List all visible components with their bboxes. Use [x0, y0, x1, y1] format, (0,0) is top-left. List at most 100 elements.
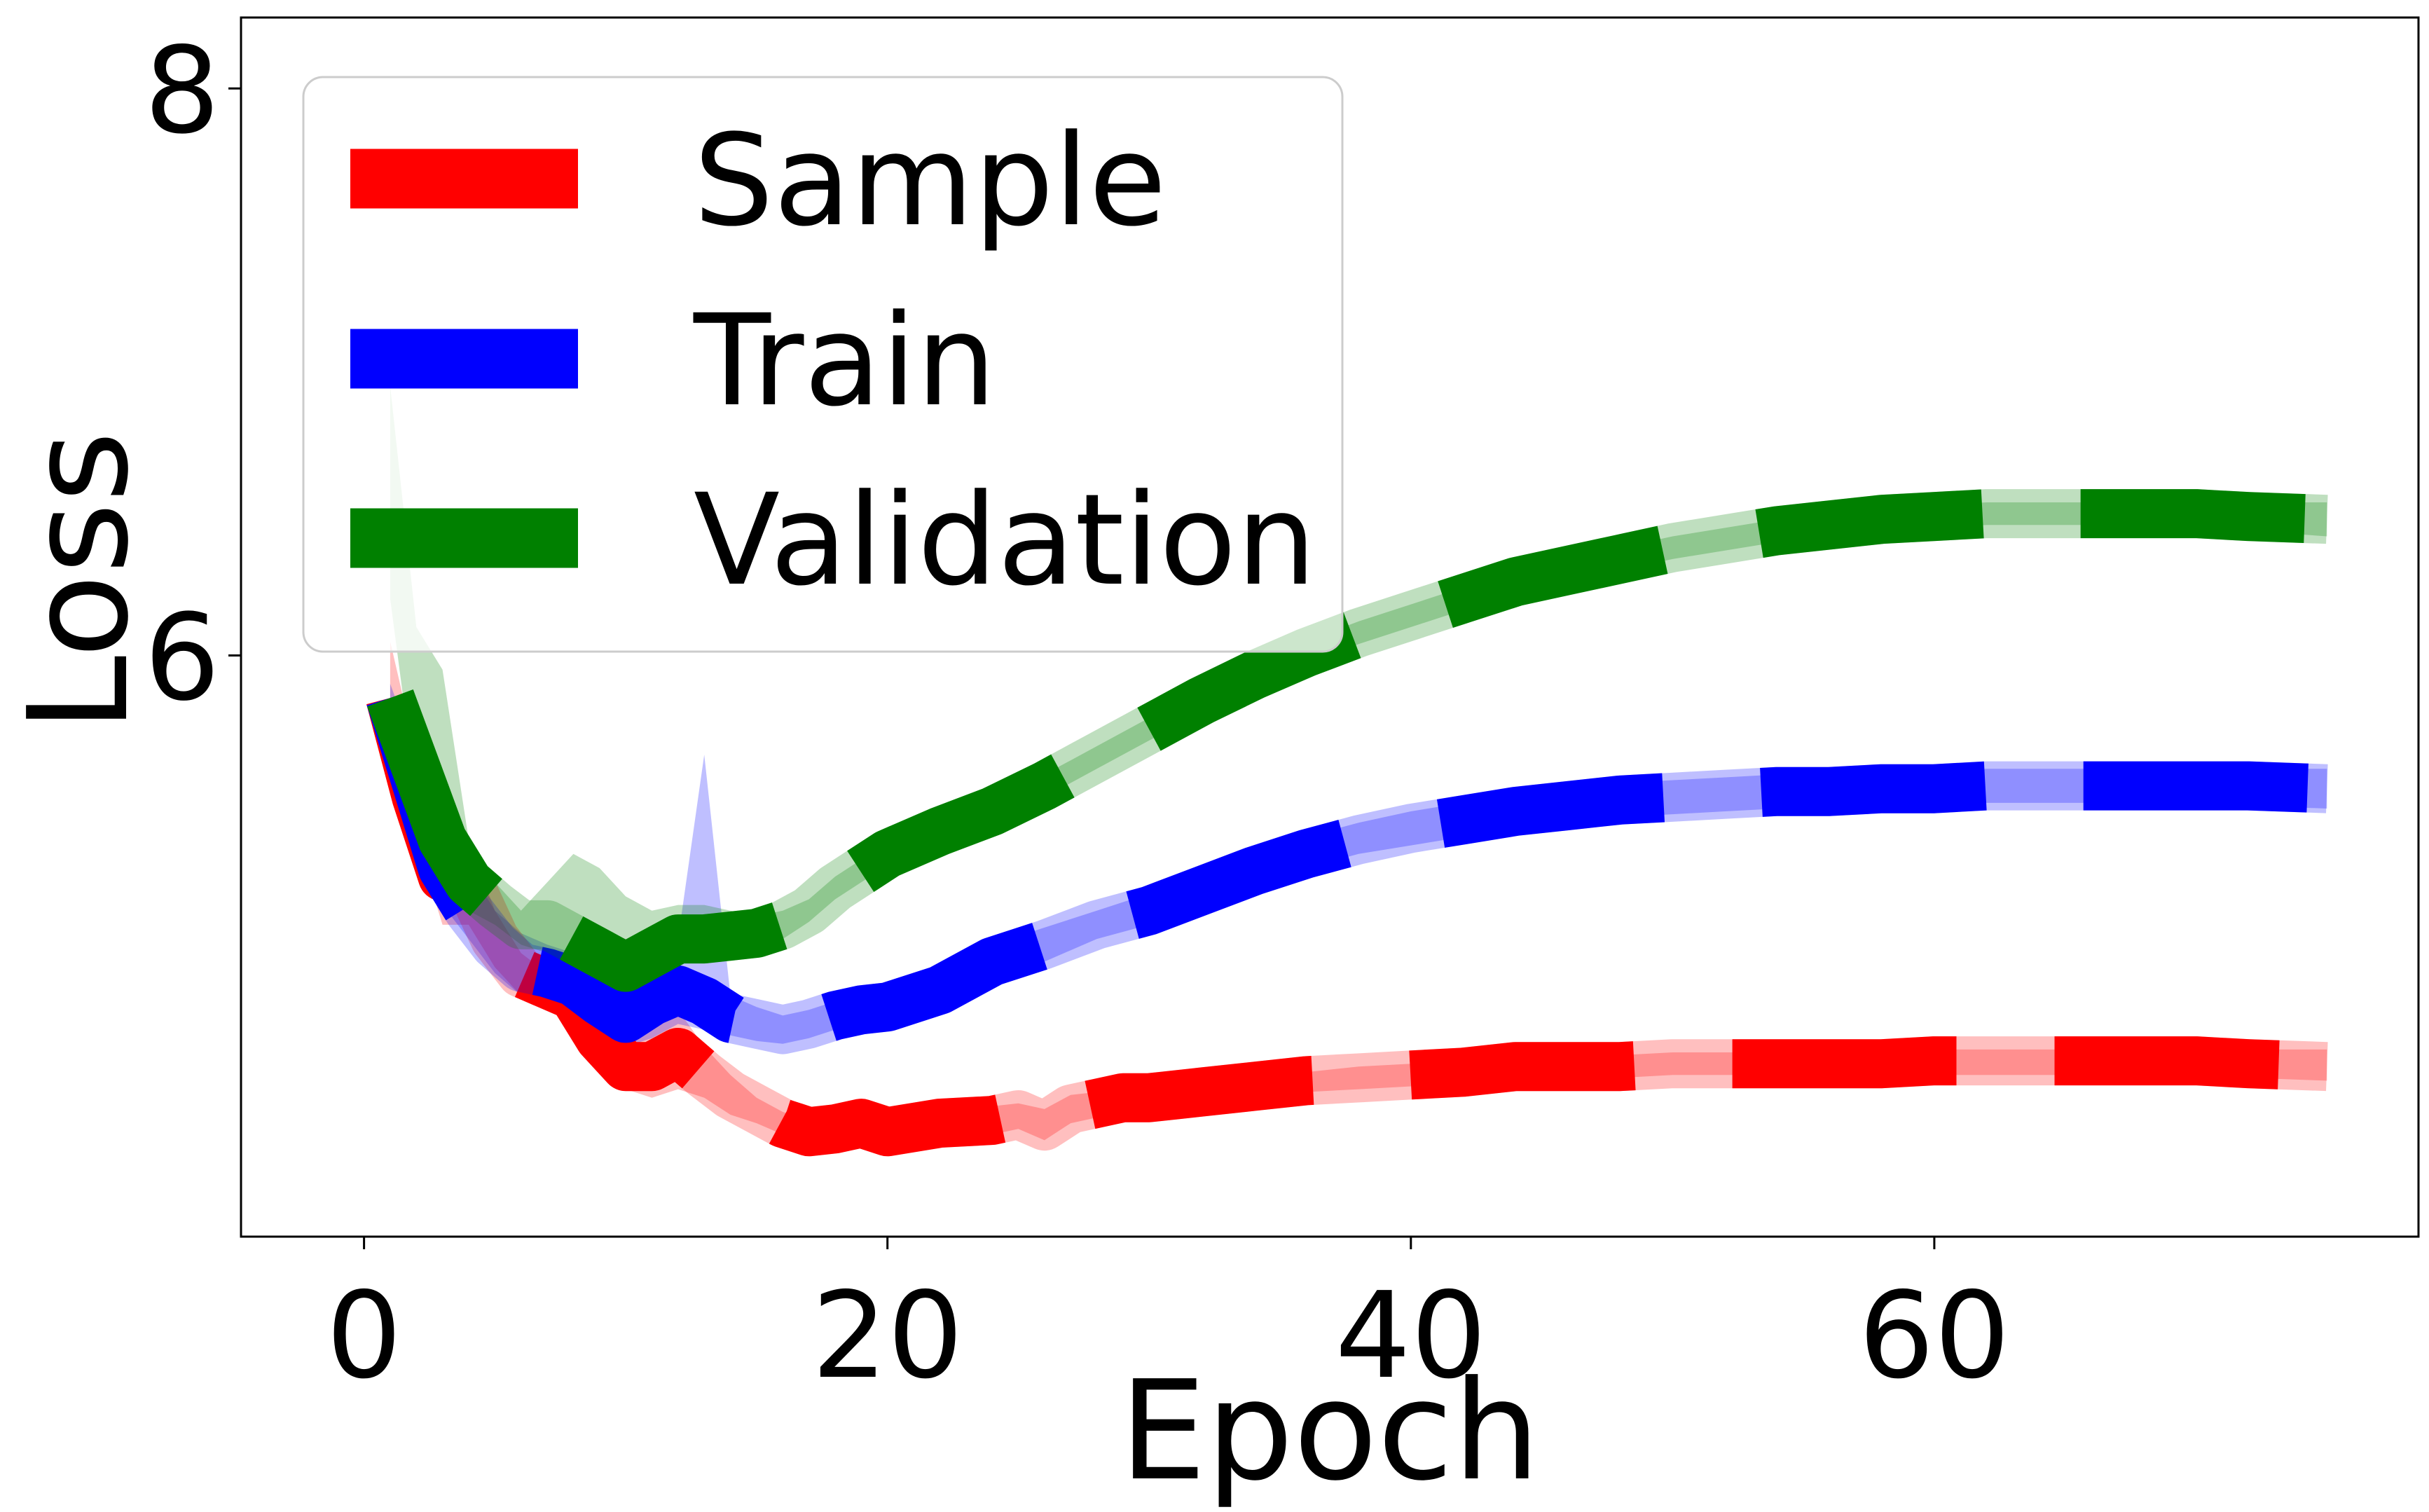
- y-axis-title: Loss: [0, 431, 159, 732]
- point-validation: [652, 952, 653, 954]
- point-sample: [887, 1131, 888, 1132]
- point-sample: [2248, 1063, 2249, 1064]
- point-train: [1253, 870, 1255, 872]
- point-validation: [1829, 524, 1831, 525]
- point-train: [572, 981, 574, 982]
- series-lines: [366, 489, 2328, 1157]
- point-train: [703, 1001, 705, 1002]
- y-tick-label: 6: [144, 589, 220, 728]
- point-train: [730, 1017, 731, 1019]
- point-sample: [756, 1108, 757, 1110]
- point-validation: [1724, 539, 1726, 540]
- point-validation: [991, 811, 993, 812]
- point-sample: [860, 1122, 862, 1124]
- point-train: [1620, 799, 1621, 801]
- point-sample: [1724, 1063, 1726, 1064]
- legend: Sample Train Validation: [302, 76, 1344, 653]
- point-validation: [2038, 513, 2039, 514]
- point-train: [1358, 839, 1359, 841]
- point-train: [1515, 811, 1516, 812]
- point-validation: [494, 905, 495, 906]
- point-sample: [1986, 1060, 1988, 1061]
- point-train: [1986, 785, 1988, 787]
- point-validation: [2091, 513, 2092, 514]
- point-validation: [939, 830, 940, 832]
- point-validation: [782, 924, 783, 926]
- point-train: [652, 1001, 653, 1002]
- point-train: [2143, 785, 2145, 787]
- point-train: [834, 1015, 836, 1016]
- point-train: [991, 961, 993, 963]
- point-sample: [1620, 1066, 1621, 1067]
- point-validation: [1463, 598, 1464, 600]
- point-sample: [730, 1094, 731, 1096]
- point-validation: [572, 938, 574, 940]
- point-validation: [1410, 615, 1412, 617]
- point-sample: [1881, 1063, 1883, 1064]
- point-sample: [2196, 1060, 2197, 1061]
- point-sample: [1515, 1066, 1516, 1067]
- point-sample: [808, 1131, 810, 1132]
- point-train: [625, 1017, 626, 1019]
- point-sample: [652, 1066, 653, 1067]
- point-validation: [1358, 632, 1359, 633]
- point-train: [1201, 890, 1202, 891]
- plot-frame: [240, 16, 2420, 1238]
- point-validation: [808, 910, 810, 912]
- point-validation: [1777, 530, 1778, 531]
- point-train: [860, 1009, 862, 1010]
- legend-label-train: Train: [693, 288, 996, 434]
- point-sample: [1070, 1108, 1071, 1110]
- point-sample: [1672, 1063, 1673, 1064]
- point-validation: [521, 924, 522, 926]
- point-sample: [703, 1074, 705, 1075]
- point-validation: [1620, 558, 1621, 560]
- point-train: [756, 1024, 757, 1025]
- point-validation: [834, 887, 836, 888]
- point-train: [2248, 785, 2249, 787]
- point-sample: [625, 1066, 626, 1067]
- point-validation: [1934, 516, 1935, 517]
- legend-label-validation: Validation: [694, 467, 1316, 614]
- point-validation: [1096, 757, 1098, 758]
- point-sample: [2091, 1060, 2092, 1061]
- point-sample: [1044, 1125, 1045, 1127]
- point-validation: [442, 839, 443, 841]
- point-train: [2196, 785, 2197, 787]
- point-train: [1567, 805, 1569, 806]
- line-validation: [367, 489, 2328, 992]
- point-validation: [887, 853, 888, 855]
- x-tick-label: 40: [1335, 1267, 1487, 1406]
- point-train: [887, 1006, 888, 1008]
- point-validation: [415, 768, 417, 769]
- legend-label-sample: Sample: [694, 108, 1167, 254]
- point-sample: [2326, 1066, 2327, 1067]
- point-validation: [1148, 729, 1150, 730]
- point-train: [1410, 827, 1412, 829]
- x-tick-label: 60: [1859, 1267, 2010, 1406]
- point-train: [1463, 819, 1464, 820]
- point-sample: [1410, 1074, 1412, 1075]
- point-sample: [782, 1122, 783, 1124]
- point-validation: [2248, 516, 2249, 517]
- point-train: [1096, 924, 1098, 926]
- point-train: [1724, 794, 1726, 795]
- point-sample: [1829, 1063, 1831, 1064]
- point-sample: [2143, 1060, 2145, 1061]
- point-train: [1777, 791, 1778, 792]
- point-train: [1881, 788, 1883, 790]
- point-train: [808, 1024, 810, 1025]
- point-sample: [1096, 1103, 1098, 1104]
- point-train: [494, 944, 495, 945]
- point-validation: [546, 924, 548, 926]
- point-train: [782, 1029, 783, 1031]
- point-sample: [1175, 1094, 1176, 1096]
- point-sample: [1934, 1060, 1935, 1061]
- point-validation: [756, 933, 757, 934]
- line-train: [366, 690, 2328, 1054]
- point-train: [521, 967, 522, 968]
- point-validation: [1201, 700, 1202, 701]
- point-validation: [390, 697, 391, 699]
- point-sample: [834, 1128, 836, 1129]
